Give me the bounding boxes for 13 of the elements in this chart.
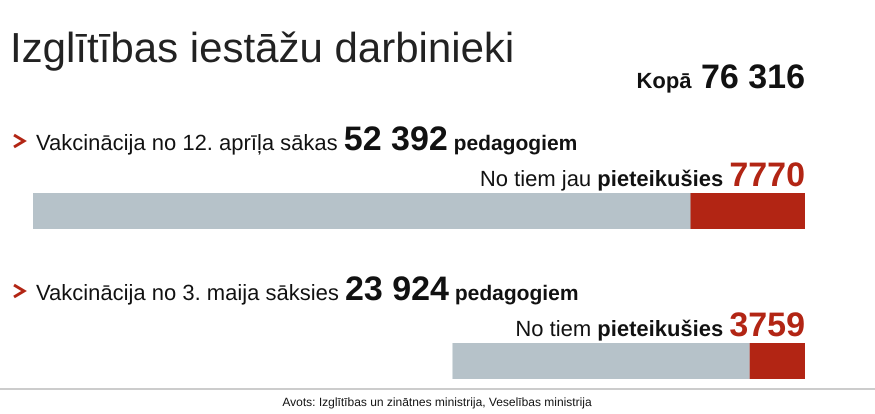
- annotation: pedagogiem: [448, 132, 578, 155]
- annotation: No tiem pieteikušies: [515, 316, 730, 341]
- text: pedagogiem: [454, 282, 578, 305]
- text: Avots: Izglītības un zinātnes ministrija, Veselības ministrija: [282, 395, 592, 409]
- y-tick-label: Vakcinācija no 12. aprīļa sākas: [36, 130, 344, 155]
- annotation: No tiem jau pieteikušies: [480, 166, 730, 191]
- data-label: 7770: [729, 156, 805, 194]
- data-label: 3759: [729, 306, 805, 344]
- y-tick-label: Vakcinācija no 3. maija sāksies: [36, 280, 345, 305]
- chart-title: Izglītības iestāžu darbinieki: [10, 24, 514, 71]
- chart-subtitle: Kopā 76 316: [636, 58, 805, 96]
- total-label: 23 924: [344, 270, 450, 308]
- total-label: 52 392: [344, 120, 448, 158]
